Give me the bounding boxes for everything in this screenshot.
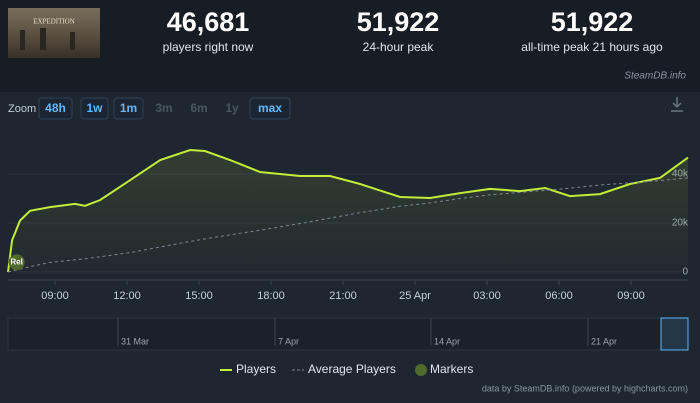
zoom-button-label[interactable]: 48h [45, 101, 66, 115]
zoom-button-label[interactable]: 1m [120, 101, 137, 115]
marker-label: Rel [10, 257, 22, 266]
x-tick-label: 06:00 [545, 290, 573, 302]
legend-label[interactable]: Average Players [308, 362, 396, 376]
marker[interactable] [8, 254, 25, 271]
download-icon[interactable] [671, 97, 683, 112]
x-tick-label: 21:00 [329, 290, 357, 302]
x-tick-label: 12:00 [113, 290, 141, 302]
zoom-button[interactable] [113, 97, 144, 120]
navigator-label: 31 Mar [121, 336, 149, 346]
stat-value: 46,681 [167, 7, 250, 37]
stat-label: 24-hour peak [363, 40, 435, 54]
legend-label[interactable]: Players [236, 362, 276, 376]
zoom-button[interactable] [80, 97, 109, 120]
x-tick-label: 15:00 [185, 290, 213, 302]
y-tick-label: 0 [682, 267, 688, 278]
zoom-button-label[interactable]: 1w [86, 101, 103, 115]
zoom-button-label: 1y [225, 101, 239, 115]
series-line [7, 148, 689, 273]
x-tick-label: 03:00 [473, 290, 501, 302]
zoom-button-label: 6m [190, 101, 207, 115]
stat-value: 51,922 [357, 7, 440, 37]
area [8, 150, 688, 272]
legend-label[interactable]: Markers [430, 362, 473, 376]
x-tick-label: 25 Apr [399, 290, 431, 302]
zoom-button-label: 3m [155, 101, 172, 115]
x-tick-label: 09:00 [41, 290, 69, 302]
x-tick-label: 18:00 [257, 290, 285, 302]
zoom-button[interactable] [38, 97, 73, 120]
legend-swatch[interactable] [415, 364, 427, 376]
navigator-label: 21 Apr [591, 336, 617, 346]
stat-label: players right now [163, 40, 254, 54]
navigator-label: 7 Apr [278, 336, 299, 346]
series-line [7, 177, 689, 273]
header-bg [0, 0, 700, 68]
zoom-button-label[interactable]: max [258, 101, 282, 115]
navigator [7, 317, 689, 351]
zoom-button[interactable] [249, 97, 291, 120]
stat-label: all-time peak 21 hours ago [521, 40, 663, 54]
x-tick-label: 09:00 [617, 290, 645, 302]
stat-value: 51,922 [551, 7, 634, 37]
brand: SteamDB.info [624, 71, 686, 82]
zoom-label: Zoom [8, 103, 36, 115]
navigator-label: 14 Apr [434, 336, 460, 346]
navigator-window[interactable] [660, 317, 689, 351]
credits: data by SteamDB.info (powered by highcha… [482, 383, 688, 393]
svg-text:EXPEDITION: EXPEDITION [33, 18, 75, 26]
game-capsule[interactable]: EXPEDITION [8, 8, 100, 58]
